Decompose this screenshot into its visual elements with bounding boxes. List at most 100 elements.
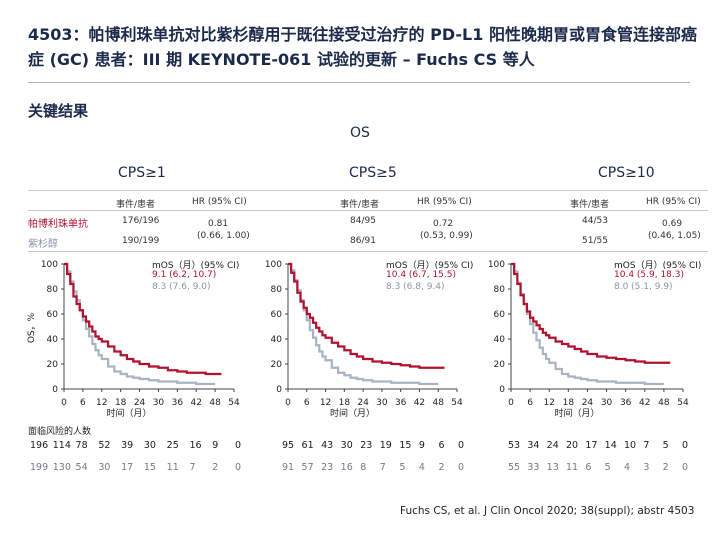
risk-number: 9: [212, 440, 219, 451]
risk-number: 24: [546, 440, 559, 451]
y-tick-label: 40: [47, 335, 59, 345]
risk-number: 91: [282, 462, 295, 473]
x-axis-label: 时间（月）: [106, 407, 151, 419]
risk-number: 7: [189, 462, 196, 473]
x-tick-label: 54: [228, 398, 240, 408]
x-tick-label: 0: [508, 398, 514, 408]
y-tick-label: 100: [488, 260, 505, 270]
risk-number: 30: [98, 462, 111, 473]
cps10-pembro-events: 44/53: [582, 216, 608, 226]
risk-number: 30: [340, 440, 353, 451]
risk-number: 52: [98, 440, 111, 451]
x-tick-label: 12: [96, 398, 107, 408]
y-tick-label: 0: [499, 385, 505, 395]
y-tick-label: 0: [276, 385, 282, 395]
x-tick-label: 0: [285, 398, 291, 408]
cps10-mos-pembro: 10.4 (5.9, 18.3): [614, 270, 684, 280]
risk-number: 33: [527, 462, 540, 473]
cps1-mos-header: mOS（月）(95% CI): [152, 261, 240, 271]
cps1-mos-pembro: 9.1 (6.2, 10.7): [152, 270, 217, 280]
x-tick-label: 42: [190, 398, 201, 408]
risk-number: 53: [508, 440, 521, 451]
cps5-mos-pacli: 8.3 (6.8, 9.4): [386, 282, 445, 292]
x-axis-label: 时间（月）: [330, 407, 375, 419]
risk-number: 95: [282, 440, 295, 451]
cps10-hr-ci: (0.46, 1.05): [648, 231, 701, 241]
risk-number: 16: [340, 462, 353, 473]
risk-number: 0: [458, 462, 465, 473]
series-line-pembrolizumab: [64, 262, 222, 376]
cps1-mos-pacli: 8.3 (7.6, 9.0): [152, 282, 211, 292]
y-tick-label: 20: [47, 360, 59, 370]
risk-number: 14: [604, 440, 617, 451]
col-hr-header-3: HR (95% CI): [646, 197, 701, 207]
risk-number: 20: [566, 440, 579, 451]
risk-number: 196: [30, 440, 49, 451]
risk-number: 39: [121, 440, 134, 451]
risk-number: 0: [682, 440, 689, 451]
x-tick-label: 0: [61, 398, 67, 408]
col-events-header-1: 事件/患者: [116, 200, 156, 210]
risk-number: 9: [418, 440, 425, 451]
y-tick-label: 20: [494, 360, 506, 370]
risk-number: 57: [301, 462, 314, 473]
risk-number: 6: [585, 462, 592, 473]
y-tick-label: 100: [41, 260, 58, 270]
risk-number: 4: [624, 462, 631, 473]
x-tick-label: 48: [209, 398, 221, 408]
col-events-header-2: 事件/患者: [340, 200, 380, 210]
x-tick-label: 6: [304, 398, 310, 408]
source-citation: Fuchs CS, et al. J Clin Oncol 2020; 38(s…: [400, 505, 695, 517]
risk-number: 54: [75, 462, 88, 473]
x-tick-label: 24: [357, 398, 369, 408]
x-tick-label: 36: [395, 398, 407, 408]
risk-number: 0: [458, 440, 465, 451]
row-label-paclitaxel: 紫杉醇: [28, 239, 58, 250]
row-label-pembro: 帕博利珠单抗: [28, 219, 88, 230]
page-title: 4503：帕博利珠单抗对比紫杉醇用于既往接受过治疗的 PD-L1 阳性晚期胃或胃…: [28, 25, 697, 69]
y-tick-label: 0: [52, 385, 58, 395]
col-events-header-3: 事件/患者: [570, 200, 610, 210]
risk-number: 130: [52, 462, 71, 473]
x-axis-label: 时间（月）: [554, 407, 599, 419]
cps5-hr: 0.72: [433, 219, 454, 229]
risk-number: 55: [508, 462, 521, 473]
risk-number: 61: [301, 440, 314, 451]
risk-number: 5: [662, 440, 669, 451]
y-tick-label: 80: [494, 285, 506, 295]
cps10-pacli-events: 51/55: [582, 236, 608, 246]
cps5-hr-ci: (0.53, 0.99): [420, 231, 473, 241]
y-tick-label: 60: [47, 310, 59, 320]
x-tick-label: 42: [414, 398, 425, 408]
y-tick-label: 40: [494, 335, 506, 345]
risk-number: 23: [321, 462, 334, 473]
x-tick-label: 18: [115, 398, 127, 408]
risk-number: 0: [682, 462, 689, 473]
risk-number: 15: [143, 462, 156, 473]
y-tick-label: 20: [271, 360, 283, 370]
risk-number: 13: [546, 462, 559, 473]
x-tick-label: 12: [320, 398, 331, 408]
x-tick-label: 18: [563, 398, 575, 408]
y-axis-label: OS，%: [27, 312, 37, 343]
y-tick-label: 80: [47, 285, 59, 295]
risk-number: 2: [212, 462, 219, 473]
cps5-mos-header: mOS（月）(95% CI): [386, 261, 474, 271]
x-tick-label: 18: [339, 398, 351, 408]
y-tick-label: 80: [271, 285, 283, 295]
risk-number: 114: [52, 440, 71, 451]
risk-number: 7: [379, 462, 386, 473]
cps1-pembro-events: 176/196: [122, 216, 160, 226]
y-tick-label: 100: [265, 260, 282, 270]
risk-number: 17: [121, 462, 134, 473]
x-tick-label: 30: [601, 398, 613, 408]
risk-number: 0: [235, 440, 242, 451]
col-hr-header-1: HR (95% CI): [192, 197, 247, 207]
table-separator-header: [28, 210, 708, 211]
cps10-mos-pacli: 8.0 (5.1, 9.9): [614, 282, 673, 292]
x-tick-label: 48: [432, 398, 444, 408]
cps1-pacli-events: 190/199: [122, 236, 160, 246]
x-tick-label: 6: [527, 398, 533, 408]
cps1-hr: 0.81: [208, 219, 229, 229]
col-hr-header-2: HR (95% CI): [417, 197, 472, 207]
